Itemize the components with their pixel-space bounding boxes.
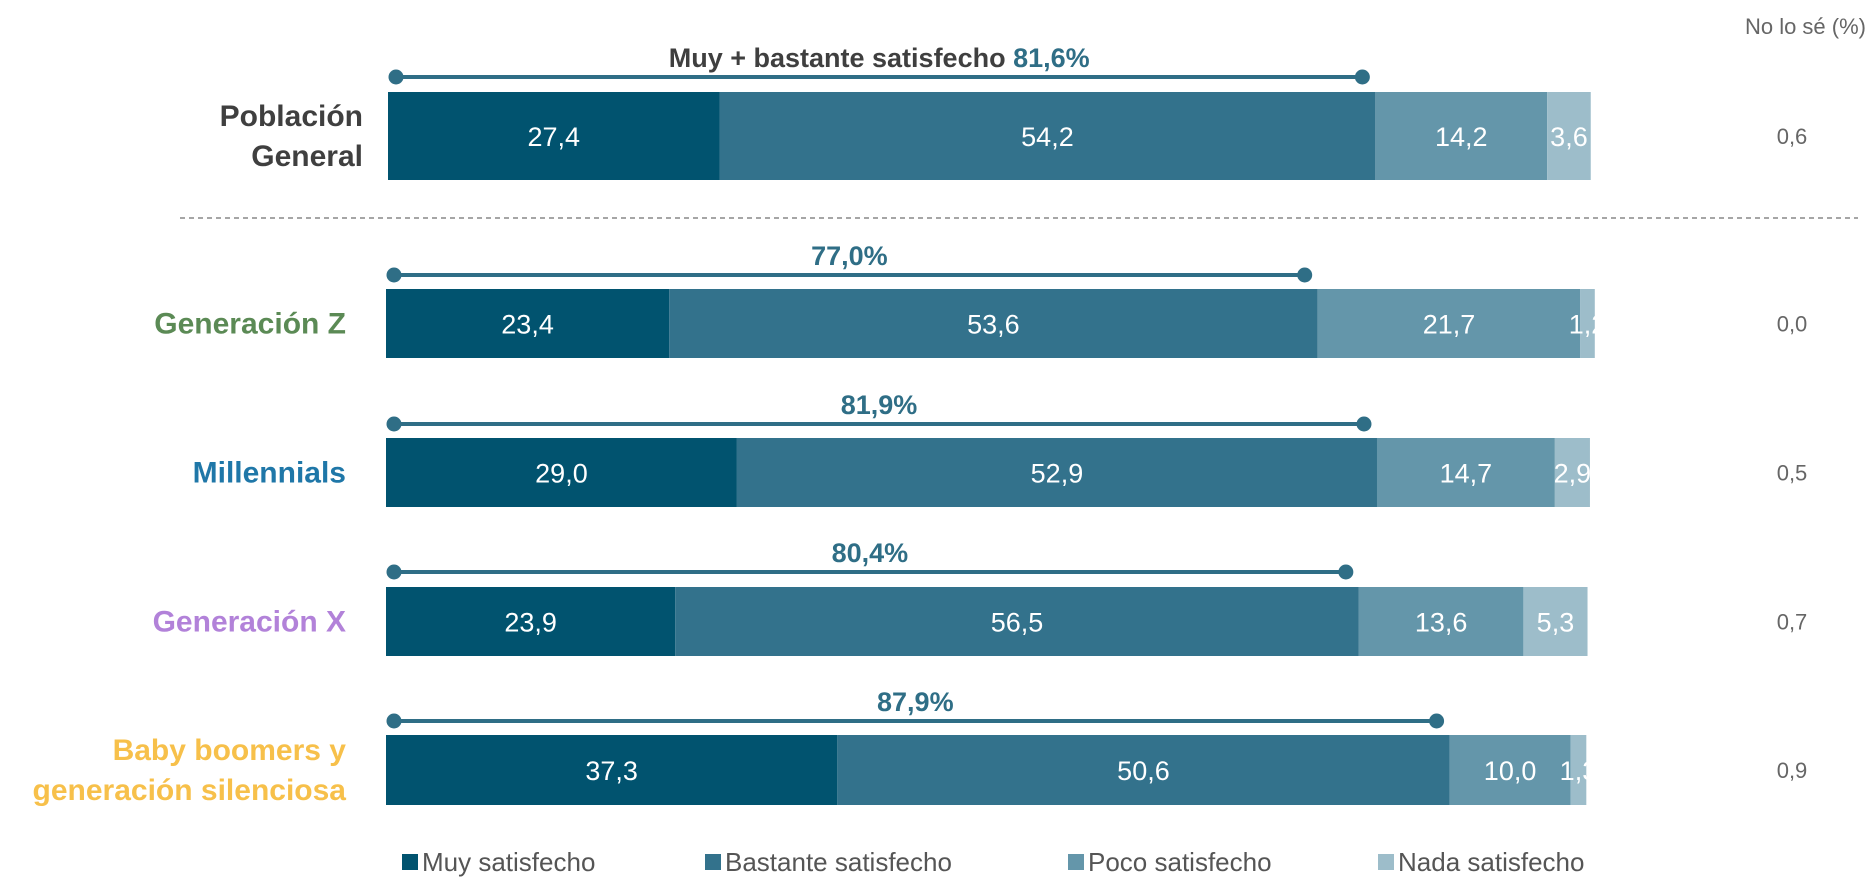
bar-value-label: 3,6 [1550, 122, 1588, 152]
bar-value-label: 29,0 [535, 459, 588, 489]
bar-segment-4 [1570, 735, 1587, 805]
total-label: 81,9% [841, 390, 918, 420]
category-label: Millennials [193, 457, 346, 490]
total-bracket-end [1429, 713, 1445, 729]
total-label: Muy + bastante satisfecho 81,6% [669, 43, 1090, 73]
no-lo-se-value: 0,0 [1777, 312, 1808, 337]
total-bracket-start [386, 713, 402, 729]
total-label: 87,9% [877, 687, 954, 717]
bar-segment-4 [1547, 92, 1591, 180]
bar-segment-4 [1523, 587, 1588, 656]
category-label: General [251, 140, 363, 173]
bar-segment-3 [1317, 289, 1581, 358]
bar-value-label: 2,9 [1554, 459, 1592, 489]
no-lo-se-value: 0,6 [1777, 124, 1808, 149]
bar-segment-2 [675, 587, 1359, 656]
bar-segment-3 [1358, 587, 1524, 656]
bar-value-label: 14,2 [1435, 122, 1488, 152]
bar-segment-4 [1554, 438, 1590, 507]
bar-value-label: 5,3 [1537, 608, 1575, 638]
bar-row-1: 27,4 54,2 14,2 3,6 Muy + bastante satisfecho… [220, 43, 1808, 180]
no-lo-se-value: 0,7 [1777, 610, 1808, 635]
total-label: 77,0% [811, 241, 888, 271]
total-bracket-end [1338, 564, 1354, 580]
bar-value-label: 37,3 [585, 756, 638, 786]
legend-swatch [402, 854, 418, 870]
legend-swatch [1068, 854, 1084, 870]
bar-segment-2 [736, 438, 1377, 507]
total-bracket-start [388, 69, 404, 85]
bar-segment-3 [1375, 92, 1548, 180]
category-label: Baby boomers y [113, 734, 347, 767]
bar-segment-1 [386, 289, 670, 358]
category-label: Población [220, 100, 363, 133]
bar-segment-1 [388, 92, 720, 180]
bar-value-label: 50,6 [1117, 756, 1170, 786]
bar-value-label: 13,6 [1415, 608, 1468, 638]
bar-value-label: 10,0 [1484, 756, 1537, 786]
total-bracket-start [386, 267, 402, 283]
bar-value-label: 23,4 [501, 310, 554, 340]
total-bracket-start [386, 564, 402, 580]
no-lo-se-value: 0,5 [1777, 461, 1808, 486]
legend: Muy satisfecho Bastante satisfecho Poco sa… [402, 847, 1584, 877]
bar-value-label: 53,6 [967, 310, 1020, 340]
bar-segment-3 [1376, 438, 1555, 507]
bar-value-label: 1,3 [1560, 756, 1598, 786]
bar-segment-4 [1580, 289, 1595, 358]
bar-value-label: 14,7 [1440, 459, 1493, 489]
bar-segment-1 [386, 587, 676, 656]
bar-segment-2 [719, 92, 1376, 180]
legend-label: Poco satisfecho [1088, 847, 1272, 877]
total-bracket-end [1354, 69, 1370, 85]
bar-segment-1 [386, 735, 838, 805]
total-bracket-end [1297, 267, 1313, 283]
bar-segment-2 [669, 289, 1318, 358]
bar-value-label: 56,5 [991, 608, 1044, 638]
bar-row-5: 37,3 50,6 10,0 1,3 87,9% Baby boomers y genera… [33, 687, 1808, 807]
legend-label: Bastante satisfecho [725, 847, 952, 877]
total-value: 81,6% [1013, 43, 1090, 73]
bar-row-2: 23,4 53,6 21,7 1,2 77,0% Generación Z 0,0 [154, 241, 1807, 358]
category-label: generación silenciosa [33, 774, 347, 807]
legend-label: Nada satisfecho [1398, 847, 1584, 877]
total-bracket-start [386, 416, 402, 432]
total-prefix: Muy + bastante satisfecho [669, 43, 1013, 73]
bar-value-label: 23,9 [504, 608, 557, 638]
bar-value-label: 54,2 [1021, 122, 1074, 152]
total-label: 80,4% [832, 538, 909, 568]
legend-label: Muy satisfecho [422, 847, 595, 877]
bar-row-4: 23,9 56,5 13,6 5,3 80,4% Generación X 0,7 [153, 538, 1808, 656]
bar-value-label: 1,2 [1569, 310, 1607, 340]
total-bracket-end [1356, 416, 1372, 432]
bar-segment-2 [837, 735, 1450, 805]
legend-swatch [705, 854, 721, 870]
legend-swatch [1378, 854, 1394, 870]
bar-segment-3 [1449, 735, 1571, 805]
bar-segment-1 [386, 438, 737, 507]
no-lo-se-header: No lo sé (%) [1745, 14, 1866, 39]
category-label: Generación Z [154, 308, 346, 341]
bar-value-label: 21,7 [1423, 310, 1476, 340]
no-lo-se-value: 0,9 [1777, 758, 1808, 783]
bar-value-label: 27,4 [527, 122, 580, 152]
bar-value-label: 52,9 [1031, 459, 1084, 489]
bar-row-3: 29,0 52,9 14,7 2,9 81,9% Millennials 0,5 [193, 390, 1808, 507]
category-label: Generación X [153, 606, 346, 639]
